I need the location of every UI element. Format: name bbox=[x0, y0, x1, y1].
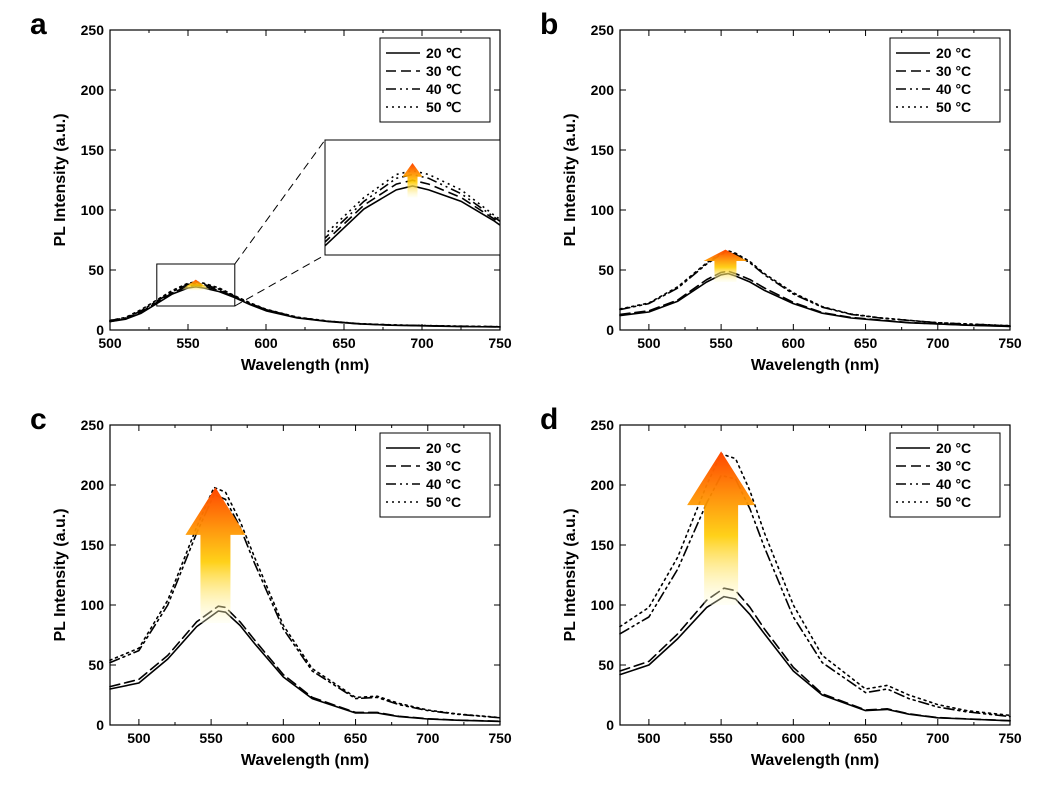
plot-svg-d: 500 550 600 650 700 750 0 50 100 150 200 250 Wavelen… bbox=[540, 405, 1040, 780]
ytick-label: 50 bbox=[88, 657, 104, 673]
xtick-label: 750 bbox=[488, 335, 512, 351]
legend-entry-label: 20 ℃ bbox=[426, 45, 461, 61]
y-axis-label: PL Intensity (a.u.) bbox=[562, 113, 579, 246]
increase-arrow-icon bbox=[185, 487, 245, 623]
ytick-label: 200 bbox=[81, 477, 105, 493]
ytick-label: 200 bbox=[81, 82, 105, 98]
xtick-label: 600 bbox=[254, 335, 278, 351]
legend-entry-label: 30 ℃ bbox=[426, 63, 461, 79]
legend-entry-label: 50 °C bbox=[936, 99, 971, 115]
legend-entry-label: 30 °C bbox=[936, 63, 971, 79]
xtick-label: 550 bbox=[199, 730, 223, 746]
legend-entry-label: 40 °C bbox=[936, 476, 971, 492]
ytick-label: 100 bbox=[81, 202, 105, 218]
series-line bbox=[110, 283, 500, 327]
series-line bbox=[620, 252, 1010, 326]
xtick-label: 750 bbox=[998, 335, 1022, 351]
series-line bbox=[110, 611, 500, 721]
ytick-label: 150 bbox=[81, 537, 105, 553]
y-axis-label: PL Intensity (a.u.) bbox=[562, 508, 579, 641]
legend-entry-label: 50 °C bbox=[936, 494, 971, 510]
legend-entry-label: 30 °C bbox=[936, 458, 971, 474]
xtick-label: 600 bbox=[272, 730, 296, 746]
xtick-label: 550 bbox=[176, 335, 200, 351]
figure-root: a500550600650700750050100150200250Wavele… bbox=[0, 0, 1064, 799]
ytick-label: 100 bbox=[591, 597, 615, 613]
series-line bbox=[620, 588, 1010, 720]
plot-svg-c: 500 550 600 650 700 750 0 50 100 150 200 250 Wavelen… bbox=[30, 405, 530, 780]
xtick-label: 500 bbox=[637, 730, 661, 746]
legend-entry-label: 40 °C bbox=[426, 476, 461, 492]
xtick-label: 550 bbox=[709, 335, 733, 351]
series-line bbox=[110, 495, 500, 718]
x-axis-label: Wavelength (nm) bbox=[751, 357, 879, 374]
panel-label-c: c bbox=[30, 403, 47, 437]
xtick-label: 550 bbox=[709, 730, 733, 746]
ytick-label: 0 bbox=[606, 717, 614, 733]
y-axis-label: PL Intensity (a.u.) bbox=[52, 113, 69, 246]
series-line bbox=[110, 282, 500, 327]
increase-arrow-icon bbox=[687, 451, 755, 605]
xtick-label: 700 bbox=[410, 335, 434, 351]
xtick-label: 650 bbox=[344, 730, 368, 746]
legend-entry-label: 20 °C bbox=[936, 45, 971, 61]
panel-label-a: a bbox=[30, 8, 47, 42]
xtick-label: 700 bbox=[926, 335, 950, 351]
x-axis-label: Wavelength (nm) bbox=[241, 752, 369, 769]
plot-svg-a: 500550600650700750050100150200250Wavelen… bbox=[30, 10, 530, 385]
xtick-label: 700 bbox=[926, 730, 950, 746]
legend-entry-label: 20 °C bbox=[936, 440, 971, 456]
ytick-label: 50 bbox=[598, 262, 614, 278]
ytick-label: 0 bbox=[96, 322, 104, 338]
ytick-label: 150 bbox=[591, 142, 615, 158]
ytick-label: 250 bbox=[591, 22, 615, 38]
y-axis-label: PL Intensity (a.u.) bbox=[52, 508, 69, 641]
legend-entry-label: 30 °C bbox=[426, 458, 461, 474]
xtick-label: 650 bbox=[332, 335, 356, 351]
panel-b: b 500 550 600 650 700 750 0 50 100 150 200 250 Wavele… bbox=[540, 10, 1040, 385]
series-line bbox=[620, 251, 1010, 326]
series-line bbox=[620, 597, 1010, 721]
legend-entry-label: 50 °C bbox=[426, 494, 461, 510]
xtick-label: 650 bbox=[854, 335, 878, 351]
legend-entry-label: 20 °C bbox=[426, 440, 461, 456]
ytick-label: 50 bbox=[88, 262, 104, 278]
ytick-label: 250 bbox=[81, 22, 105, 38]
x-axis-label: Wavelength (nm) bbox=[751, 752, 879, 769]
xtick-label: 600 bbox=[782, 730, 806, 746]
series-line bbox=[620, 271, 1010, 326]
ytick-label: 150 bbox=[81, 142, 105, 158]
xtick-label: 700 bbox=[416, 730, 440, 746]
ytick-label: 50 bbox=[598, 657, 614, 673]
panel-d: d 500 550 600 650 700 750 0 50 100 150 200 250 Wavele… bbox=[540, 405, 1040, 780]
panel-a: a500550600650700750050100150200250Wavele… bbox=[30, 10, 530, 385]
ytick-label: 100 bbox=[591, 202, 615, 218]
ytick-label: 250 bbox=[591, 417, 615, 433]
legend-entry-label: 40 °C bbox=[936, 81, 971, 97]
ytick-label: 250 bbox=[81, 417, 105, 433]
legend-entry-label: 40 ℃ bbox=[426, 81, 461, 97]
ytick-label: 200 bbox=[591, 477, 615, 493]
xtick-label: 600 bbox=[782, 335, 806, 351]
xtick-label: 750 bbox=[998, 730, 1022, 746]
plot-svg-b: 500 550 600 650 700 750 0 50 100 150 200 250 Wavelen… bbox=[540, 10, 1040, 385]
ytick-label: 150 bbox=[591, 537, 615, 553]
ytick-label: 0 bbox=[96, 717, 104, 733]
xtick-label: 500 bbox=[127, 730, 151, 746]
ytick-label: 100 bbox=[81, 597, 105, 613]
panel-label-d: d bbox=[540, 403, 558, 437]
panel-label-b: b bbox=[540, 8, 558, 42]
xtick-label: 650 bbox=[854, 730, 878, 746]
panel-c: c 500 550 600 650 700 750 0 50 100 150 200 250 Wavele… bbox=[30, 405, 530, 780]
xtick-label: 750 bbox=[488, 730, 512, 746]
legend-entry-label: 50 ℃ bbox=[426, 99, 461, 115]
xtick-label: 500 bbox=[637, 335, 661, 351]
ytick-label: 0 bbox=[606, 322, 614, 338]
ytick-label: 200 bbox=[591, 82, 615, 98]
series-line bbox=[110, 606, 500, 721]
x-axis-label: Wavelength (nm) bbox=[241, 357, 369, 374]
